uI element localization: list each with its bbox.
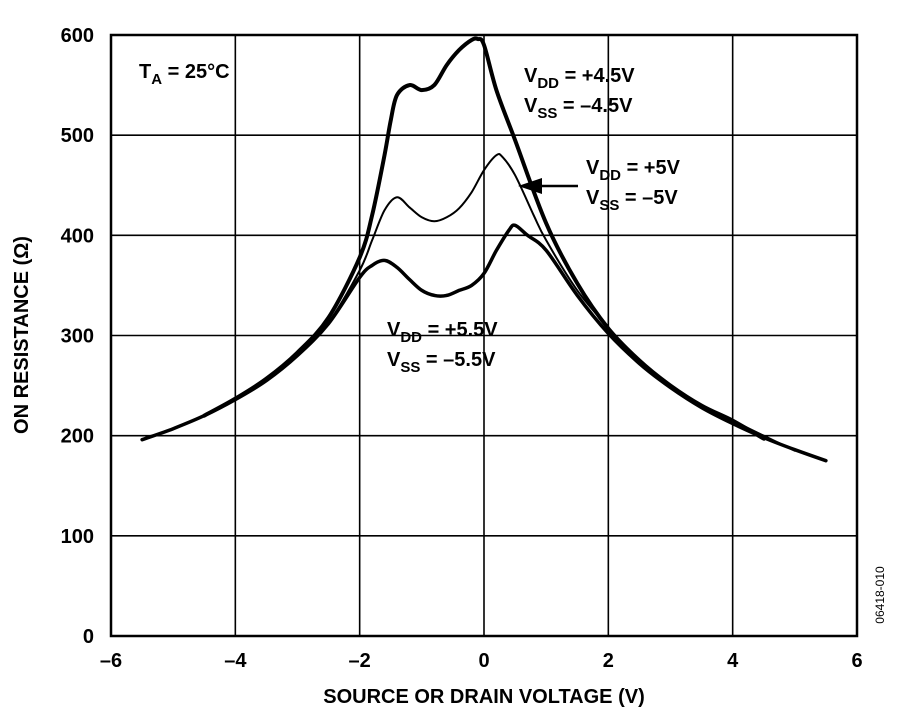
series-label-vdd-5p5v: VDD = +5.5V VSS = –5.5V [387, 319, 498, 376]
y-tick-label: 0 [83, 626, 94, 648]
temperature-annotation: TA = 25°C [139, 61, 230, 88]
x-tick-label: –4 [224, 650, 247, 672]
y-tick-label: 200 [61, 426, 94, 448]
figure-id: 06418-010 [873, 566, 887, 624]
series-lines [140, 36, 828, 463]
x-tick-label: 6 [851, 650, 862, 672]
y-axis-title: ON RESISTANCE (Ω) [11, 236, 33, 434]
series-labels: VDD = +4.5V VSS = –4.5V VDD = +5V VSS = –5V… [387, 65, 681, 376]
x-tick-label: 2 [603, 650, 614, 672]
y-tick-label: 300 [61, 326, 94, 348]
x-tick-label: 0 [478, 650, 489, 672]
x-tick-label: –6 [100, 650, 122, 672]
y-tick-label: 500 [61, 125, 94, 147]
tick-labels: –6 –4 –2 0 2 4 6 0 100 200 300 400 500 600 [61, 25, 863, 672]
plot-frame [109, 33, 859, 638]
series-label-arrow [518, 178, 578, 194]
series-label-line: VDD = +5V [586, 157, 681, 184]
series-label-line: VSS = –5.5V [387, 349, 496, 376]
y-tick-label: 600 [61, 25, 94, 47]
y-tick-label: 400 [61, 225, 94, 247]
x-tick-label: –2 [349, 650, 371, 672]
x-axis-title: SOURCE OR DRAIN VOLTAGE (V) [323, 686, 644, 708]
x-tick-label: 4 [727, 650, 739, 672]
grid [111, 35, 857, 636]
y-tick-label: 100 [61, 526, 94, 548]
series-label-line: VDD = +4.5V [524, 65, 635, 92]
series-label-vdd-4p5v: VDD = +4.5V VSS = –4.5V [524, 65, 635, 122]
series-line-vdd-5p5v [140, 223, 828, 463]
series-label-line: VSS = –5V [586, 187, 678, 214]
series-label-vdd-5v: VDD = +5V VSS = –5V [586, 157, 681, 214]
series-label-line: VSS = –4.5V [524, 95, 633, 122]
series-label-line: VDD = +5.5V [387, 319, 498, 346]
